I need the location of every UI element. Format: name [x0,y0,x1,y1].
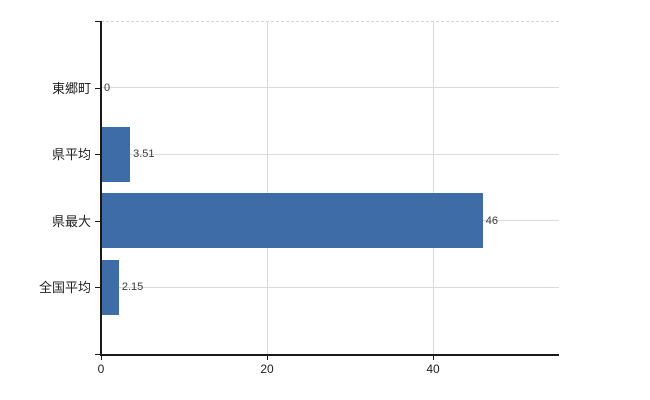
x-axis-tick-label: 20 [260,362,274,376]
y-axis-line [100,21,102,354]
gridline-horizontal [101,87,559,89]
gridline-horizontal [101,286,559,288]
y-axis-tick [95,87,101,89]
bar-value-label: 3.51 [133,148,155,161]
bar-value-label: 0 [104,81,111,94]
x-axis-tick [433,355,434,360]
x-axis-tick-label: 0 [97,362,105,376]
gridline-vertical [267,21,268,354]
y-axis-label: 県最大 [51,213,91,229]
x-axis-tick [101,355,102,360]
bar [101,193,483,249]
y-axis-end-tick [95,21,101,22]
bar [101,259,119,315]
bar-value-label: 2.15 [121,281,144,294]
y-axis-tick [95,287,101,289]
y-axis-label: 東郷町 [51,80,91,96]
plot-area [101,21,559,354]
bar [101,126,131,182]
y-axis-label: 県平均 [51,147,91,163]
x-axis-line [100,354,559,356]
y-axis-label: 全国平均 [38,280,91,296]
gridline-vertical [433,21,434,354]
y-axis-end-tick [95,354,101,355]
x-axis-tick-label: 40 [426,362,440,376]
y-axis-tick [95,154,101,156]
gridline-horizontal [101,153,559,155]
y-axis-tick [95,220,101,222]
x-axis-tick [267,355,268,360]
bar-value-label: 46 [485,214,499,227]
